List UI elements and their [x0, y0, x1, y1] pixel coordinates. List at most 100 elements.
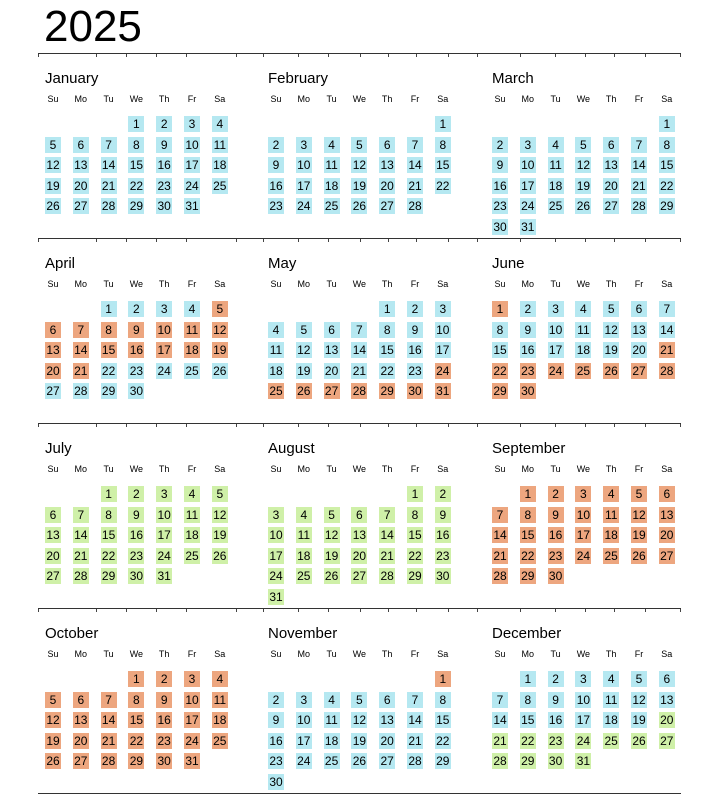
day-cell: 9	[128, 506, 145, 523]
gridline-tick	[360, 54, 361, 57]
day-cell: 17	[184, 157, 200, 173]
weekday-label: We	[129, 94, 144, 104]
day-cell: 25	[603, 732, 620, 749]
day-cell: 20	[45, 547, 61, 564]
gridline-tick	[156, 54, 157, 57]
gridline-tick	[448, 424, 449, 427]
weekday-label: Sa	[661, 649, 673, 659]
day-cell: 19	[351, 177, 368, 194]
day-cell: 6	[72, 136, 89, 153]
day-cell: 3	[434, 301, 451, 317]
day-cell: 14	[492, 712, 508, 728]
day-cell: 6	[658, 486, 675, 502]
day-cell: 12	[575, 157, 592, 173]
day-cell: 14	[658, 321, 675, 338]
weekday-label: Th	[605, 279, 617, 289]
day-cell: 15	[519, 527, 536, 543]
day-cell: 24	[295, 753, 312, 769]
day-cell: 23	[492, 198, 508, 214]
day-cell: 12	[211, 321, 228, 338]
day-cell: 26	[323, 568, 340, 584]
gridline-tick	[360, 424, 361, 427]
weekday-label: Th	[605, 464, 617, 474]
gridline-tick	[388, 239, 389, 242]
day-cell: 13	[658, 506, 675, 523]
day-cell: 18	[268, 362, 284, 379]
day-cell: 20	[658, 712, 675, 728]
day-cell: 10	[295, 157, 312, 173]
weekday-label: Mo	[297, 94, 311, 104]
day-cell: 6	[45, 321, 61, 338]
weekday-label: Sa	[437, 94, 449, 104]
weekday-label: Sa	[661, 94, 673, 104]
day-cell: 2	[128, 486, 145, 502]
weekday-label: Sa	[661, 279, 673, 289]
day-cell: 19	[295, 362, 312, 379]
weekday-label: Mo	[74, 649, 88, 659]
day-cell: 8	[128, 136, 145, 153]
day-cell: 30	[128, 383, 145, 399]
day-cell: 26	[351, 198, 368, 214]
gridline-tick	[645, 239, 646, 242]
day-cell: 17	[575, 712, 592, 728]
gridline-tick	[126, 54, 127, 57]
day-cell: 6	[379, 691, 396, 708]
day-cell: 25	[295, 568, 312, 584]
day-cell: 11	[268, 342, 284, 358]
day-cell: 27	[45, 383, 61, 399]
day-cell: 30	[434, 568, 451, 584]
day-cell: 13	[379, 157, 396, 173]
day-cell: 2	[128, 301, 145, 317]
gridline-tick	[645, 54, 646, 57]
day-cell: 4	[268, 321, 284, 338]
gridline-tick	[614, 54, 615, 57]
day-cell: 12	[603, 321, 620, 338]
weekday-label: We	[576, 649, 591, 659]
day-cell: 5	[211, 486, 228, 502]
month-may: May Su Mo Tu We Th Fr Sa 1 2 3 4 5 6 7 8 9 10 11 12 13 14 15 16…	[268, 255, 468, 435]
day-cell: 23	[407, 362, 423, 379]
day-cell: 6	[45, 506, 61, 523]
day-cell: 3	[519, 136, 536, 153]
day-cell: 30	[547, 753, 564, 769]
day-cell: 22	[100, 362, 117, 379]
gridline-tick	[186, 54, 187, 57]
weekday-label: Tu	[103, 279, 114, 289]
gridline-tick	[680, 609, 681, 612]
weekday-label: Mo	[521, 464, 535, 474]
weekday-label: We	[129, 649, 144, 659]
day-cell: 19	[211, 342, 228, 358]
day-cell: 21	[100, 732, 117, 749]
month-name: July	[45, 440, 72, 457]
day-cell: 25	[211, 732, 228, 749]
day-cell: 18	[323, 732, 340, 749]
weekday-label: Sa	[214, 279, 226, 289]
day-cell: 3	[184, 116, 200, 132]
day-cell: 19	[631, 527, 647, 543]
weekday-label: We	[352, 649, 367, 659]
day-cell: 9	[547, 691, 564, 708]
gridline-tick	[520, 609, 521, 612]
weekday-label: Su	[47, 279, 59, 289]
weekday-label: Fr	[410, 649, 420, 659]
day-cell: 7	[492, 506, 508, 523]
month-december: December Su Mo Tu We Th Fr Sa 1 2 3 4 5 6 7 8 9 10 11 12 13 1…	[492, 625, 692, 805]
gridline-tick	[298, 54, 299, 57]
day-cell: 16	[547, 712, 564, 728]
day-cell: 8	[128, 691, 145, 708]
weekday-label: Fr	[410, 464, 420, 474]
day-cell: 16	[492, 177, 508, 194]
gridline-tick	[585, 609, 586, 612]
day-cell: 12	[631, 691, 647, 708]
gridline-tick	[680, 239, 681, 242]
day-cell: 2	[268, 136, 284, 153]
day-cell: 23	[156, 732, 173, 749]
month-august: August Su Mo Tu We Th Fr Sa 1 2 3 4 5 6 7 8 9 10 11 12 13 14 1…	[268, 440, 468, 620]
gridline-tick	[360, 609, 361, 612]
day-cell: 6	[603, 136, 620, 153]
gridline-tick	[38, 424, 39, 427]
day-cell: 31	[519, 218, 536, 235]
day-cell: 7	[351, 321, 368, 338]
weekday-label: Mo	[74, 94, 88, 104]
day-cell: 18	[323, 177, 340, 194]
